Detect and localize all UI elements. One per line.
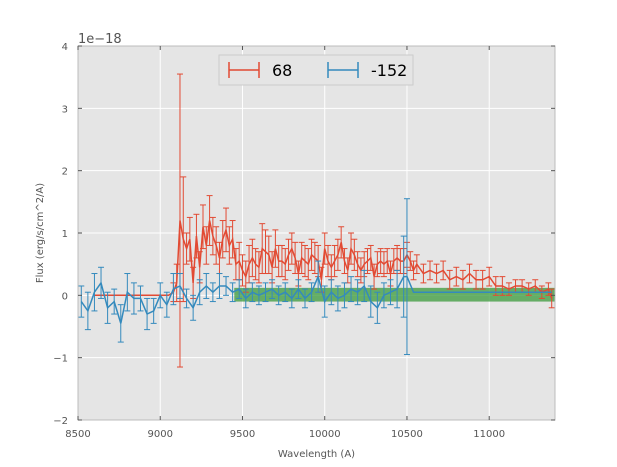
series-2	[78, 198, 552, 356]
y-tick-label: 0	[62, 291, 68, 302]
y-offset-label: 1e−18	[78, 32, 122, 47]
series-1	[94, 73, 555, 368]
legend-label-68: 68	[272, 61, 292, 80]
band-rect	[234, 287, 556, 302]
legend-label-minus-152: -152	[371, 61, 407, 80]
x-tick-label: 9000	[148, 429, 173, 440]
x-tick-label: 10500	[391, 429, 423, 440]
x-tick-label: 9500	[230, 429, 255, 440]
ticks: 8500 9000 9500 10000 10500 11000 −2 −1 0 1 2 3 4	[53, 42, 555, 440]
legend: 68 -152	[218, 54, 414, 86]
y-tick-label: −1	[53, 354, 68, 365]
error-band	[234, 287, 556, 302]
y-tick-label: 2	[62, 167, 68, 178]
y-tick-label: 4	[62, 42, 68, 53]
x-tick-label: 11000	[473, 429, 505, 440]
y-tick-label: −2	[53, 416, 68, 427]
y-tick-label: 3	[62, 104, 68, 115]
x-tick-label: 8500	[65, 429, 90, 440]
x-axis-label: Wavelength (A)	[278, 449, 355, 460]
y-axis-label: Flux (erg/s/cm^2/A)	[35, 183, 46, 283]
legend-marker-minus-152	[327, 62, 359, 78]
x-tick-label: 10000	[309, 429, 341, 440]
series-group	[78, 73, 555, 368]
series-line	[94, 220, 553, 299]
legend-marker-68	[228, 62, 260, 78]
series-line	[80, 274, 552, 324]
y-tick-label: 1	[62, 229, 68, 240]
